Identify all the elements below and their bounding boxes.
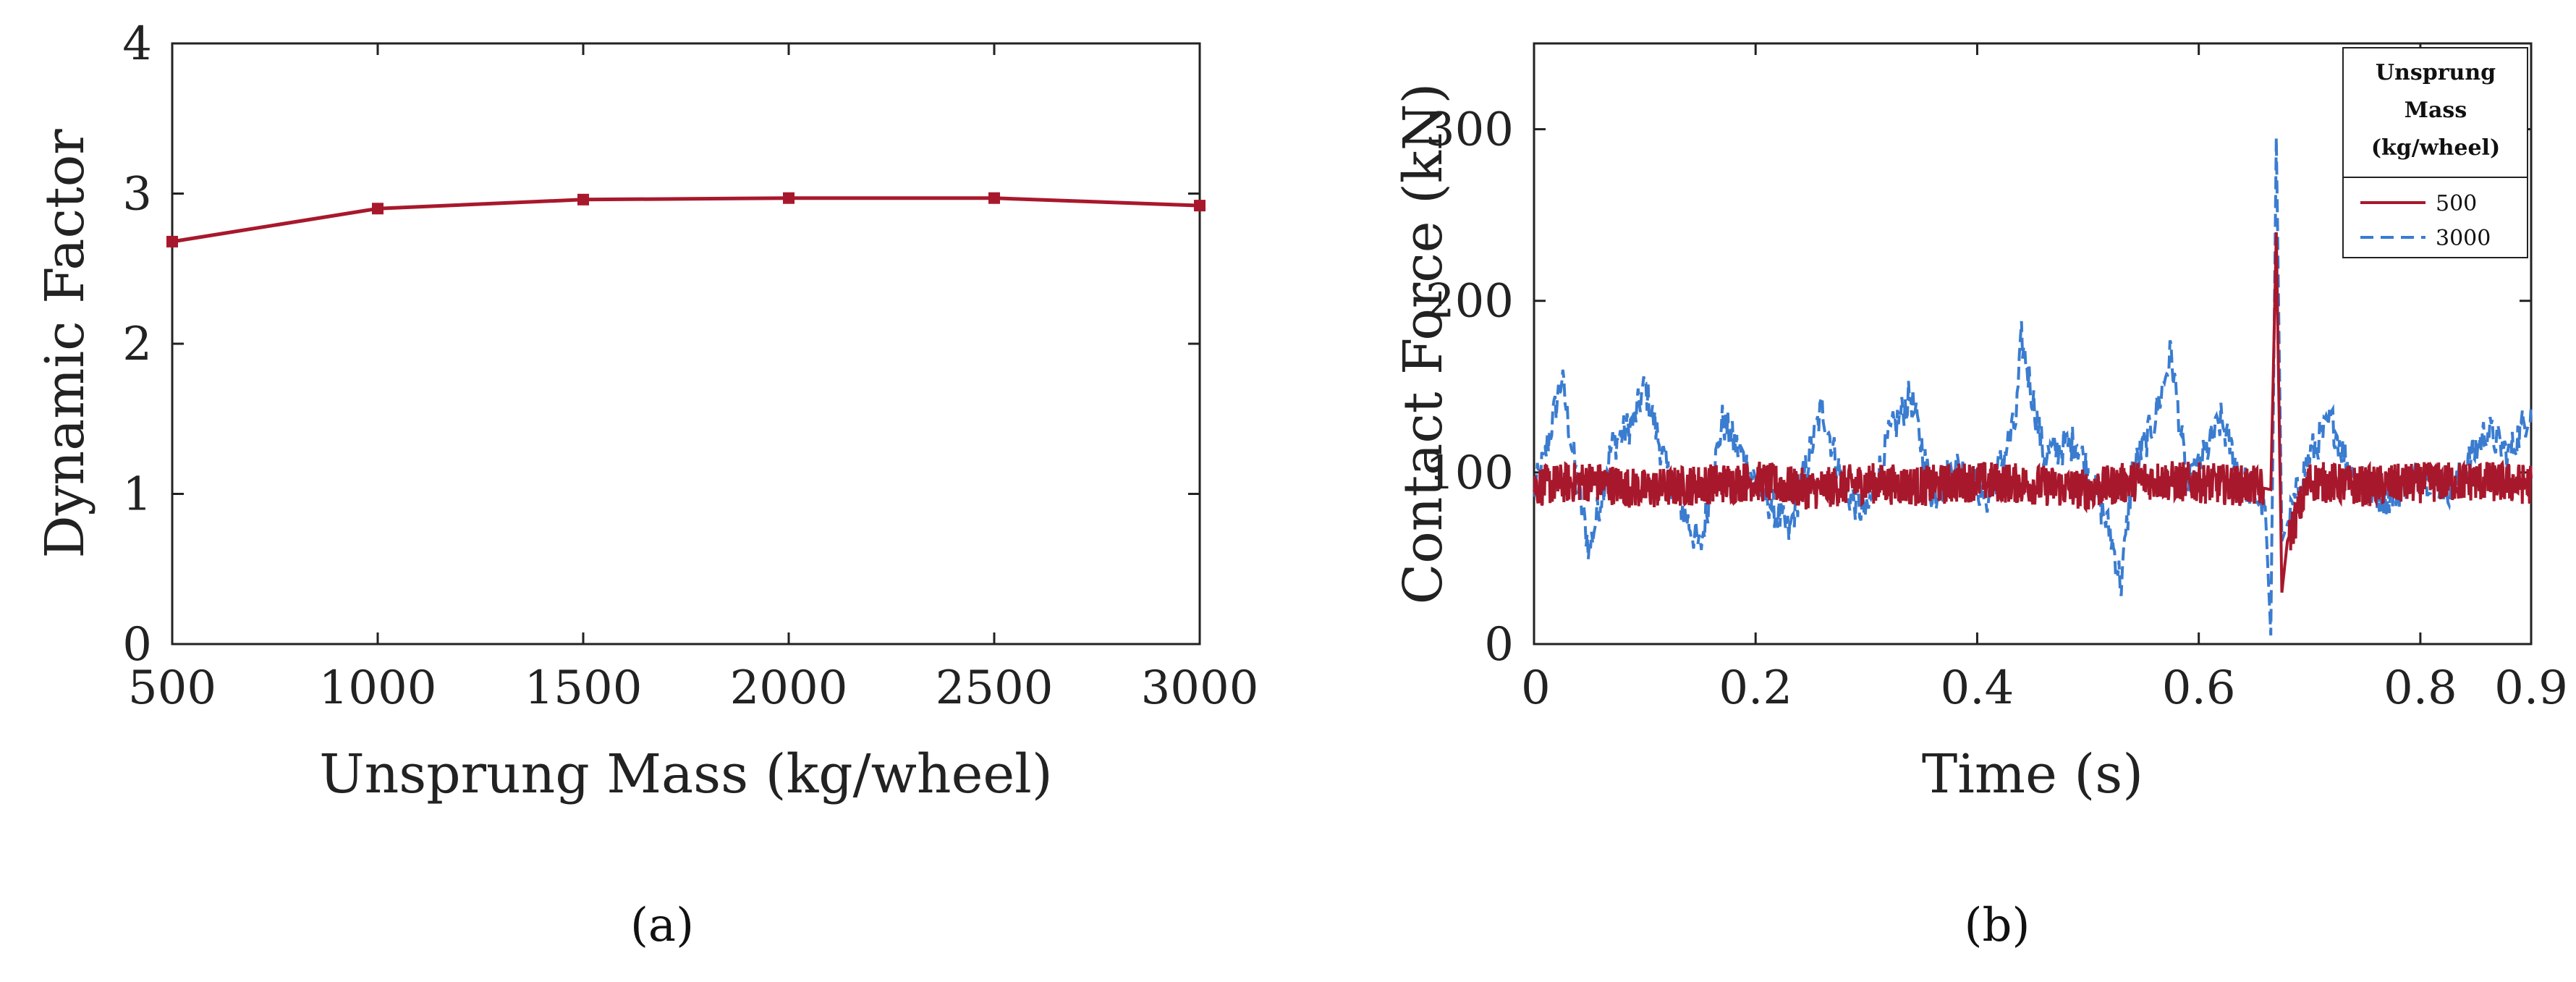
panel-a-ytick-label: 4 [122, 17, 152, 71]
legend-title-line-1: Unsprung [2376, 60, 2496, 85]
panel-b-series-3000 [1533, 137, 2533, 636]
legend-label-3000: 3000 [2436, 226, 2491, 251]
legend-label-500: 500 [2436, 191, 2477, 216]
panel-a-data-point [372, 203, 384, 215]
panel-a-ytick-label: 1 [122, 468, 152, 522]
panel-a-xtick-label: 1500 [525, 661, 643, 715]
panel-a-xlabel: Unsprung Mass (kg/wheel) [319, 743, 1052, 805]
panel-a-caption: (a) [630, 899, 694, 952]
panel-b-ytick-label: 100 [1425, 446, 1514, 500]
panel-a-ytick-label: 2 [122, 318, 152, 371]
panel-b-ticks: 0 0.2 0.4 0.6 0.8 0.9 0 100 200 300 [1425, 43, 2568, 715]
panel-a-data-point [783, 192, 795, 204]
panel-a-xtick-label: 1000 [319, 661, 437, 715]
panel-b-chart: 0 0.2 0.4 0.6 0.8 0.9 0 100 200 300 Time (s) Cont… [1392, 42, 2568, 952]
panel-b-xtick-label: 0.6 [2162, 661, 2236, 715]
panel-b-plot-frame [1533, 42, 2533, 646]
panel-b-legend: Unsprung Mass (kg/wheel) 500 3000 [2342, 47, 2528, 258]
panel-b-xtick-label: 0.9 [2494, 661, 2568, 715]
panel-a-data-point [988, 192, 1000, 204]
legend-title-line-2: Mass [2405, 98, 2467, 123]
panel-b-xlabel: Time (s) [1922, 743, 2143, 805]
panel-a-data-point [166, 235, 178, 247]
panel-b-ylabel: Contact Force (kN) [1392, 83, 1454, 605]
panel-a-ytick-label: 3 [122, 168, 152, 221]
panel-b-caption: (b) [1965, 899, 2030, 952]
panel-b-xtick-label: 0.2 [1719, 661, 1792, 715]
panel-b-series [1533, 137, 2533, 636]
panel-a-ticks: 500 1000 1500 2000 2500 3000 0 1 2 3 4 [122, 17, 1258, 715]
legend-box [2342, 47, 2528, 258]
panel-a-xtick-label: 3000 [1141, 661, 1259, 715]
panel-a-ylabel: Dynamic Factor [34, 129, 96, 559]
panel-a-ytick-label: 0 [122, 618, 152, 672]
panel-b-ytick-label: 200 [1425, 275, 1514, 329]
panel-a-xtick-label: 2500 [936, 661, 1054, 715]
panel-a-xtick-label: 2000 [730, 661, 848, 715]
panel-a-data-point [1194, 200, 1206, 212]
panel-b-xtick-label: 0.4 [1941, 661, 2014, 715]
panel-b-series-500 [1533, 232, 2533, 593]
panel-b-ytick-label: 300 [1425, 103, 1514, 157]
panel-b-xtick-label: 0 [1521, 661, 1551, 715]
legend-title-line-3: (kg/wheel) [2371, 135, 2500, 161]
panel-b-xtick-label: 0.8 [2384, 661, 2457, 715]
panel-a-series-line [171, 196, 1200, 244]
panel-a-series [166, 192, 1206, 247]
panel-a-chart: 500 1000 1500 2000 2500 3000 0 1 2 3 4 Unsprung Ma… [34, 17, 1258, 952]
panel-a-xtick-label: 500 [128, 661, 216, 715]
panel-a-plot-frame [171, 42, 1201, 646]
panel-a-data-point [577, 193, 589, 206]
panel-b-ytick-label: 0 [1484, 618, 1514, 672]
